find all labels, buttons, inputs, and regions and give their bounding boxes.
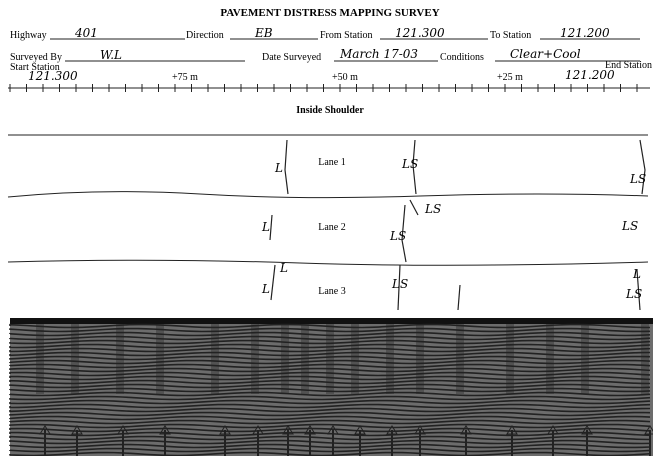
crack-label: L [632,267,641,281]
crack [271,265,275,300]
gpr-anomaly [71,324,79,394]
label: Conditions [440,52,484,63]
label: To Station [490,30,531,41]
crack [458,285,460,310]
gpr-anomaly [251,324,259,394]
scale-label: +25 m [497,72,523,83]
gpr-anomaly [156,324,164,394]
lane-label: Lane 2 [318,222,346,233]
label: Highway [10,30,47,41]
gpr-anomaly [456,324,464,394]
scale-label: +50 m [332,72,358,83]
crack-label: LS [424,202,441,216]
lane-label: Lane 1 [318,157,346,168]
label: From Station [320,30,373,41]
title: PAVEMENT DISTRESS MAPPING SURVEY [220,7,439,19]
gpr-anomaly [326,324,334,394]
gpr-surface [10,318,653,324]
crack [410,200,418,215]
crack-label: L [261,220,270,234]
value: W.L [100,48,122,62]
lane-line [8,260,648,265]
lane-label: Lane 3 [318,286,346,297]
crack-label: L [274,161,283,175]
gpr-anomaly [416,324,424,394]
crack-label: L [279,261,288,275]
label: Date Surveyed [262,52,321,63]
value: March 17-03 [339,47,418,61]
lane-label: Inside Shoulder [296,105,364,116]
value: 121.200 [565,68,615,82]
crack-label: LS [625,287,642,301]
gpr-anomaly [211,324,219,394]
gpr-anomaly [641,324,649,394]
gpr-anomaly [581,324,589,394]
gpr-anomaly [546,324,554,394]
gpr-anomaly [506,324,514,394]
value: Clear+Cool [510,47,581,61]
crack-label: LS [389,229,406,243]
crack [270,215,272,240]
gpr-anomaly [116,324,124,394]
scale-label: +75 m [172,72,198,83]
gpr-anomaly [386,324,394,394]
value: 121.300 [395,26,445,40]
value: EB [254,26,273,40]
crack [285,140,288,194]
crack-label: LS [401,157,418,171]
crack-label: LS [391,277,408,291]
gpr-anomaly [36,324,44,394]
lane-line [8,192,648,198]
gpr-anomaly [301,324,309,394]
crack-label: LS [621,219,638,233]
gpr-anomaly [351,324,359,394]
crack-label: LS [629,172,646,186]
value: 401 [74,26,98,40]
gpr-anomaly [281,324,289,394]
label: Direction [186,30,224,41]
value: 121.200 [560,26,610,40]
survey-page: PAVEMENT DISTRESS MAPPING SURVEY Highway… [0,0,653,456]
value: 121.300 [28,69,78,83]
crack-label: L [261,282,270,296]
